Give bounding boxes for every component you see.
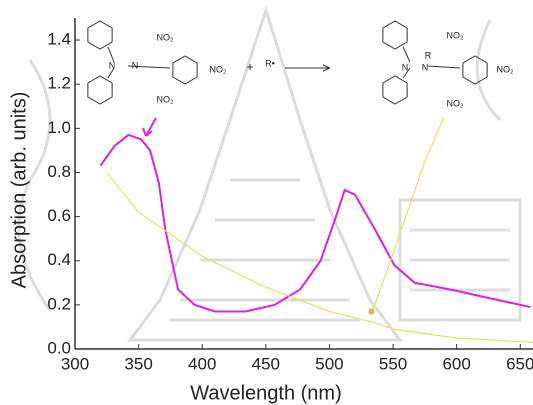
annotation: N xyxy=(422,62,429,72)
x-tick-label: 500 xyxy=(315,354,343,373)
y-tick-label: 1.2 xyxy=(47,74,71,93)
annotation: NO₂ xyxy=(447,30,465,40)
ring xyxy=(383,76,407,104)
y-tick-label: 0.6 xyxy=(47,206,71,225)
annotation: N xyxy=(109,60,116,70)
arrow xyxy=(143,118,156,136)
y-tick-label: 1.0 xyxy=(47,118,71,137)
x-tick-label: 400 xyxy=(188,354,216,373)
y-tick-label: 0.0 xyxy=(47,338,71,357)
annotation: N xyxy=(402,62,409,72)
ring xyxy=(88,21,112,49)
annotation: NO₂ xyxy=(447,98,465,108)
annotation: NO₂ xyxy=(157,32,175,42)
y-tick-label: 1.4 xyxy=(47,30,71,49)
x-tick-label: 550 xyxy=(379,354,407,373)
x-tick-label: 650 xyxy=(506,354,533,373)
annotation: N xyxy=(132,60,139,70)
annotation: NO₂ xyxy=(210,64,228,74)
y-tick-label: 0.8 xyxy=(47,162,71,181)
x-tick-label: 600 xyxy=(442,354,470,373)
y-axis-label: Absorption (arb. units) xyxy=(8,92,30,289)
page: {"chart_data": {"type": "line", "x_label… xyxy=(0,0,533,405)
ring xyxy=(88,76,112,104)
x-tick-label: 450 xyxy=(252,354,280,373)
ring xyxy=(173,56,197,84)
x-tick-label: 350 xyxy=(124,354,152,373)
series-line xyxy=(100,135,530,312)
y-tick-label: 0.4 xyxy=(47,250,71,269)
marker xyxy=(368,308,374,314)
chart: NNNO₂NO₂NO₂+R•NNRNO₂NO₂NO₂ Wavelength (n… xyxy=(0,0,533,405)
annotation: NO₂ xyxy=(157,94,175,104)
annotation: + xyxy=(246,60,253,74)
ring xyxy=(463,56,487,84)
reaction-arrow xyxy=(285,65,330,71)
series-line xyxy=(371,117,444,313)
x-axis-label: Wavelength (nm) xyxy=(190,382,342,404)
y-tick-label: 0.2 xyxy=(47,294,71,313)
annotation: R• xyxy=(265,58,275,68)
annotation: R xyxy=(425,50,432,60)
ring xyxy=(383,21,407,49)
annotation: NO₂ xyxy=(497,64,515,74)
